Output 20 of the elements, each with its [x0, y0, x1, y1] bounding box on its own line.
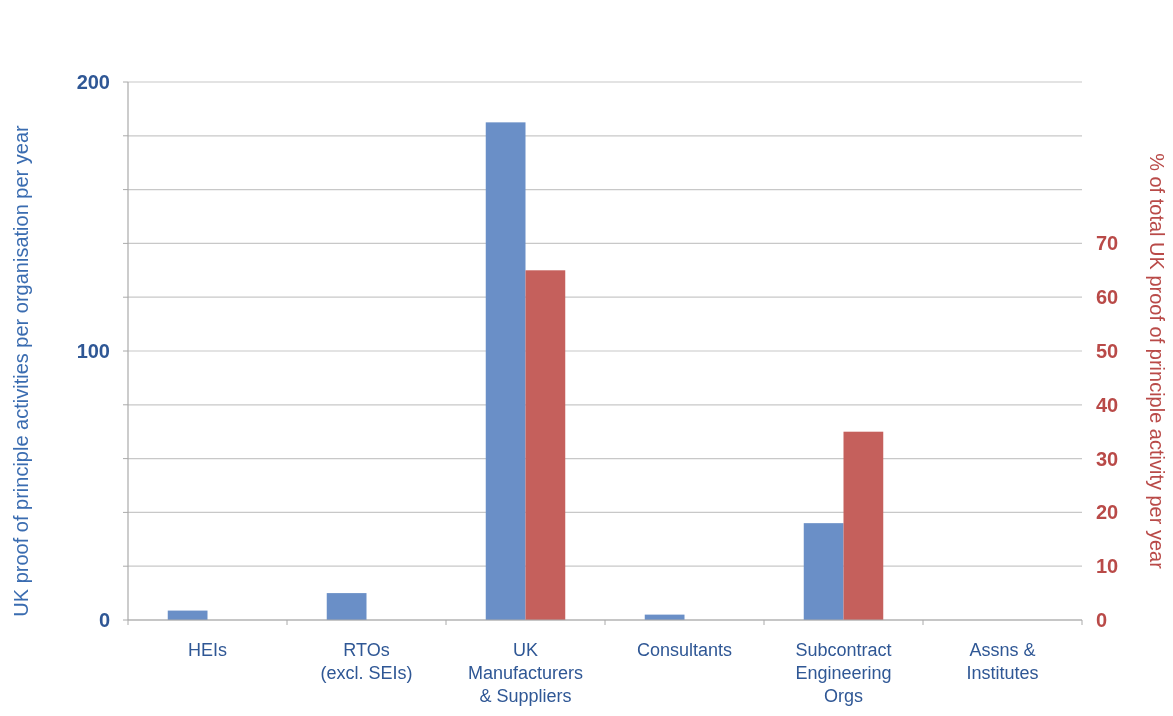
x-tick-label: Assns & Institutes [966, 640, 1039, 683]
x-tick-label: HEIs [187, 640, 228, 660]
y2-tick-label: 40 [1096, 393, 1119, 416]
y-tick-label: 0 [98, 609, 110, 631]
y2-tick-label: 0 [1096, 609, 1108, 631]
x-tick-label: Subcontract Engineering Orgs [795, 640, 892, 706]
bar [326, 593, 367, 620]
y-tick-label: 100 [76, 340, 110, 362]
y2-tick-label: 20 [1096, 501, 1119, 524]
x-tick-label: RTOs (excl. SEIs) [320, 640, 413, 683]
x-tick-label: UK Manufacturers & Suppliers [467, 640, 584, 706]
x-tick-label: Consultants [636, 640, 733, 660]
y2-tick-label: 70 [1096, 232, 1119, 255]
y-tick-label: 200 [76, 71, 110, 93]
y-axis-title: UK proof of principle activities per organisation per year [10, 124, 32, 617]
y2-tick-label: 50 [1096, 340, 1119, 362]
y2-tick-label: 30 [1096, 447, 1119, 470]
y2-axis-title: % of total UK proof of principle activity per year [1146, 153, 1168, 570]
y2-tick-label: 60 [1096, 286, 1119, 309]
y2-tick-label: 10 [1096, 555, 1119, 578]
